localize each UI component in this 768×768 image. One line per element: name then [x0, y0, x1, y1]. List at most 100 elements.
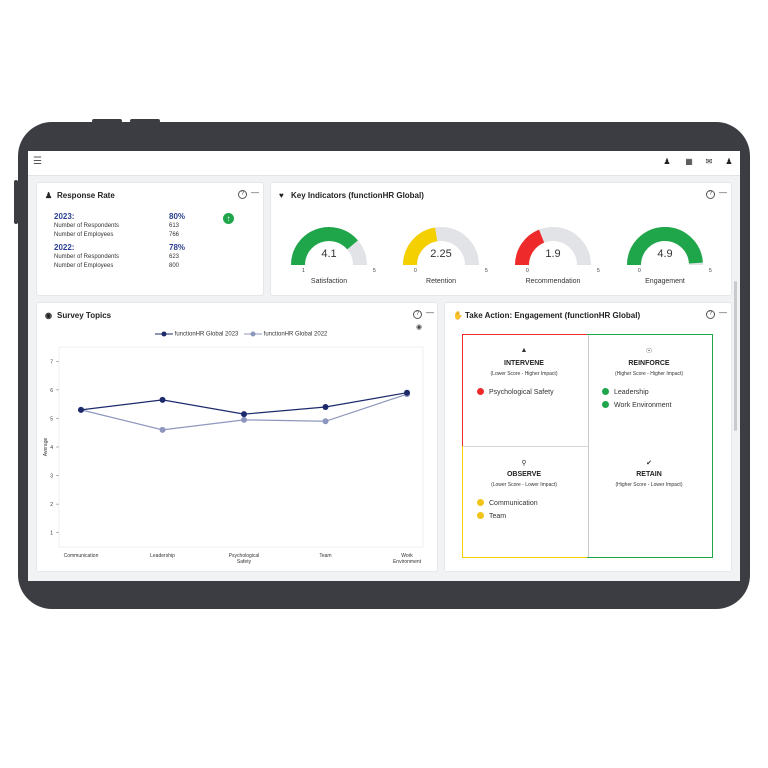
- data-point[interactable]: [322, 418, 329, 425]
- gauge-label: Satisfaction: [310, 278, 348, 285]
- people-icon: ♟: [45, 191, 53, 200]
- camera-icon[interactable]: ◉: [416, 324, 423, 331]
- status-dot: [602, 401, 609, 408]
- status-dot: [477, 499, 484, 506]
- respondents-value: 623: [169, 254, 180, 260]
- book-icon[interactable]: ▦: [685, 157, 693, 166]
- list-item-label: Psychological Safety: [489, 389, 554, 396]
- help-icon[interactable]: ?: [238, 188, 247, 199]
- legend-label-2022: functionHR Global 2022: [263, 331, 328, 338]
- y-tick-label: 7: [50, 359, 53, 365]
- gauge-fill: [403, 227, 438, 266]
- data-point[interactable]: [241, 411, 247, 418]
- key-indicators-title: Key Indicators (functionHR Global): [291, 191, 424, 200]
- respondents-value: 613: [169, 223, 180, 229]
- gauge-label: Engagement: [645, 278, 685, 285]
- add-user-icon[interactable]: ♟: [663, 157, 671, 166]
- help-icon[interactable]: ?: [706, 188, 715, 199]
- minimize-icon[interactable]: —: [719, 308, 727, 317]
- gauge-label: Recommendation: [525, 278, 581, 285]
- data-point[interactable]: [78, 406, 84, 413]
- intervene-subtitle: (Lower Score - Higher Impact): [490, 371, 558, 377]
- arrow-up-icon: ↑: [223, 213, 234, 224]
- top-bar: ☰ ♟ ▦ ✉ ♟: [28, 151, 740, 176]
- x-tick-label: Psychological: [229, 553, 260, 559]
- tablet-button-side: [14, 180, 18, 224]
- user-icon[interactable]: ♟: [725, 157, 733, 166]
- quadrant-retain: [587, 446, 713, 558]
- survey-topics-title: Survey Topics: [57, 311, 112, 320]
- help-icon[interactable]: ?: [413, 308, 422, 319]
- y-tick-label: 6: [50, 388, 53, 394]
- employees-label: Number of Employees: [54, 232, 114, 238]
- status-dot: [602, 388, 609, 395]
- data-point[interactable]: [159, 396, 166, 403]
- status-dot: [477, 388, 484, 395]
- take-action-title: Take Action: Engagement (functionHR Glob…: [465, 311, 641, 320]
- rate-2023: 80%: [169, 212, 186, 221]
- y-tick-label: 2: [50, 502, 53, 508]
- gauge-fill: [515, 229, 545, 266]
- minimize-icon[interactable]: —: [719, 188, 727, 197]
- list-item[interactable]: Communication: [477, 499, 538, 507]
- observe-title: OBSERVE: [506, 471, 542, 478]
- gauge-value: 1.9: [545, 248, 561, 260]
- x-tick-label: Safety: [237, 559, 252, 565]
- quadrant-observe: [462, 446, 589, 558]
- gauge-value: 2.25: [430, 248, 452, 260]
- card-title: ✋ Take Action: Engagement (functionHR Glo…: [453, 311, 640, 320]
- status-dot: [477, 512, 484, 519]
- gauge-retention: [403, 227, 479, 266]
- y-axis-label: Average: [43, 438, 49, 457]
- card-title: ◉ Survey Topics: [45, 311, 111, 320]
- data-point[interactable]: [159, 426, 166, 433]
- scrollbar[interactable]: [734, 281, 737, 431]
- legend-item[interactable]: functionHR Global 2022: [244, 331, 327, 338]
- handshake-icon: ☉: [645, 348, 653, 355]
- legend-marker-2022: [244, 331, 262, 337]
- minimize-icon[interactable]: —: [426, 308, 434, 317]
- data-point[interactable]: [322, 404, 329, 410]
- list-item[interactable]: Team: [477, 512, 506, 520]
- card-title: ♟ Response Rate: [45, 191, 115, 200]
- heart-icon: ♥: [279, 191, 284, 200]
- y-tick-label: 5: [50, 416, 53, 422]
- hamburger-icon[interactable]: ☰: [33, 156, 42, 167]
- quadrant-reinforce: [587, 334, 713, 446]
- gauge-min: 0: [414, 268, 417, 274]
- list-item[interactable]: Leadership: [602, 388, 649, 396]
- response-rate-title: Response Rate: [57, 191, 115, 200]
- minimize-icon[interactable]: —: [251, 188, 259, 197]
- gauge-satisfaction: [291, 227, 367, 266]
- legend-item[interactable]: functionHR Global 2023: [155, 331, 238, 338]
- list-item-label: Communication: [489, 500, 538, 507]
- list-item[interactable]: Work Environment: [602, 401, 671, 409]
- x-tick-label: Work: [401, 553, 413, 559]
- mail-icon[interactable]: ✉: [705, 157, 713, 166]
- legend-label-2023: functionHR Global 2023: [174, 331, 239, 338]
- gauge-max: 5: [709, 268, 712, 274]
- gauge-label: Retention: [426, 278, 456, 285]
- retain-title: RETAIN: [636, 471, 662, 478]
- reinforce-title: REINFORCE: [628, 360, 670, 367]
- survey-topics-chart: 1 2 3 4 5 6 7 Average Communication Leadership Psy…: [43, 346, 424, 565]
- hand-icon: ✋: [453, 311, 463, 320]
- quadrant-intervene: [462, 334, 589, 447]
- list-item-label: Leadership: [614, 389, 649, 396]
- help-icon[interactable]: ?: [706, 308, 715, 319]
- rate-2022: 78%: [169, 243, 186, 252]
- gauge-fill: [291, 227, 358, 266]
- gauge-max: 5: [597, 268, 600, 274]
- gauge-engagement: [627, 227, 703, 266]
- tablet-button-top: [130, 119, 160, 123]
- data-point[interactable]: [241, 416, 247, 423]
- survey-topics-card: ◉ Survey Topics ? — ◉ functionHR Global 2…: [36, 302, 438, 572]
- data-point[interactable]: [404, 389, 410, 396]
- gauge-fill: [627, 227, 703, 266]
- respondents-label: Number of Respondents: [54, 223, 120, 229]
- list-item[interactable]: Psychological Safety: [477, 388, 554, 396]
- year-2022: 2022:: [54, 243, 75, 252]
- employees-value: 766: [169, 232, 180, 238]
- gauge-value: 4.9: [657, 248, 673, 260]
- x-tick-label: Team: [319, 553, 331, 559]
